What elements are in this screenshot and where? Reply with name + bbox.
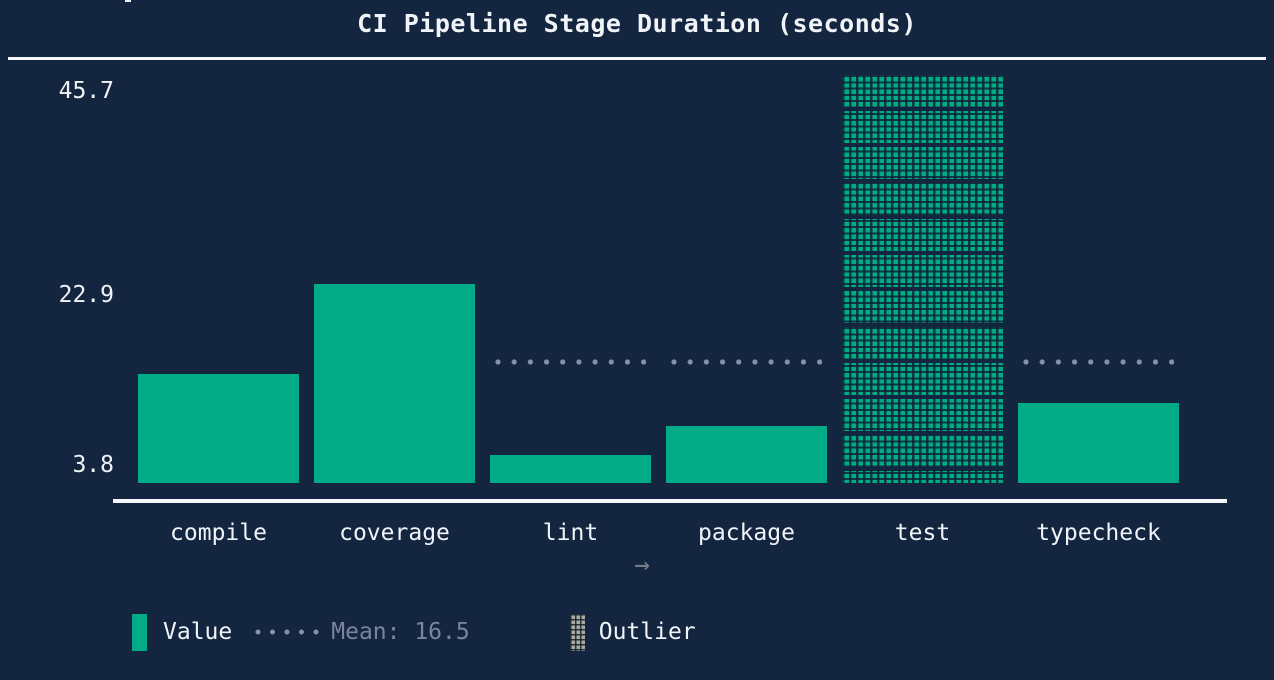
x-tick-label-compile: compile xyxy=(170,520,267,546)
legend-mean-label: Mean: 16.5 xyxy=(331,619,470,645)
scroll-right-arrow-icon[interactable]: → xyxy=(634,550,650,580)
title-divider xyxy=(8,57,1266,60)
legend-outlier-swatch xyxy=(569,613,585,651)
x-tick-label-lint: lint xyxy=(542,520,599,546)
mean-line-segment-lint xyxy=(494,358,646,366)
y-tick-label-1: 22.9 xyxy=(58,281,114,308)
bar-lint xyxy=(490,455,651,483)
x-tick-label-test: test xyxy=(894,520,951,546)
chart-title: CI Pipeline Stage Duration (seconds) xyxy=(357,9,917,38)
mean-line-segment-package xyxy=(670,358,822,366)
x-tick-label-coverage: coverage xyxy=(339,520,450,546)
mean-line-segment-typecheck xyxy=(1022,358,1174,366)
legend: Value Mean: 16.5 Outlier xyxy=(132,612,696,652)
x-tick-label-typecheck: typecheck xyxy=(1036,520,1161,546)
legend-value-label: Value xyxy=(163,619,233,645)
legend-outlier-label: Outlier xyxy=(598,619,696,645)
y-tick-label-0: 45.7 xyxy=(58,78,114,104)
x-axis-line xyxy=(113,499,1227,503)
bar-coverage xyxy=(314,284,475,483)
bar-test xyxy=(842,75,1003,483)
y-tick-label-2: 3.8 xyxy=(72,452,114,479)
bar-package xyxy=(666,426,827,483)
x-tick-label-package: package xyxy=(698,520,795,546)
clipped-tick-fragment xyxy=(125,0,131,2)
legend-mean-dots-icon xyxy=(255,628,320,636)
bar-compile xyxy=(138,374,299,483)
legend-value-swatch xyxy=(132,613,147,651)
bar-typecheck xyxy=(1018,403,1179,483)
